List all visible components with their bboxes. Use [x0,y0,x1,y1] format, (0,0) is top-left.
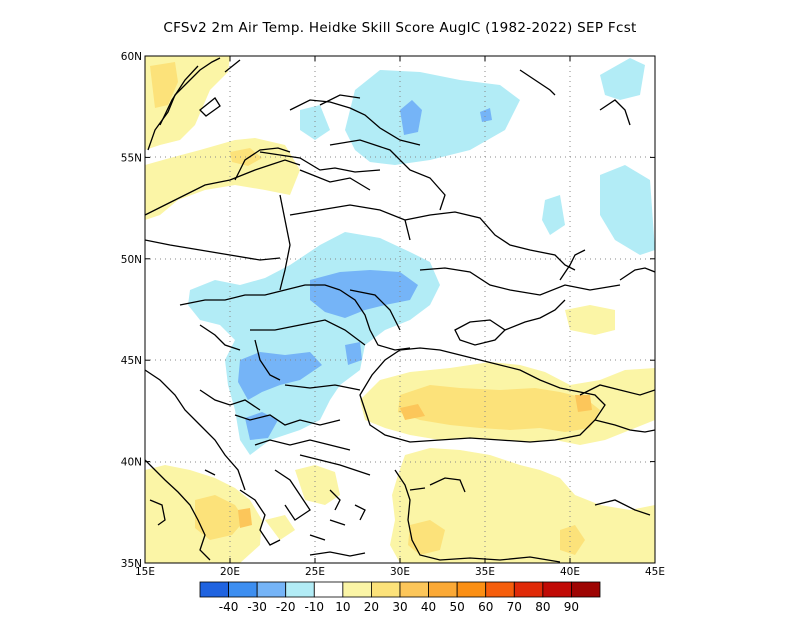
shade-turkey-yellow [390,448,655,563]
colorbar-swatch [256,581,287,598]
shade-crimea-yellow [565,305,615,335]
colorbar-swatch [371,581,401,598]
lat-tick-label: 35N [121,558,142,570]
lon-tick-label: 35E [475,566,495,578]
colorbar-tick-label: 80 [535,600,550,614]
colorbar-swatch [513,581,544,598]
shade-central-blue2 [238,352,322,400]
colorbar-tick-label: -40 [219,600,239,614]
lon-tick-label: 25E [305,566,325,578]
colorbar-swatch [542,581,572,598]
lat-axis-labels: 35N 40N 45N 50N 55N 60N [121,51,142,570]
colorbar-tick-label: 70 [507,600,522,614]
coastlines-borders [145,57,655,563]
colorbar-tick-label: 30 [392,600,407,614]
lat-tick-label: 40N [121,457,142,469]
shade-italy-orange [195,495,245,540]
shade-east-cyan2 [542,195,565,235]
shade-north-blue2 [480,108,492,122]
lon-tick-label: 40E [560,566,580,578]
colorbar-swatch [428,581,458,598]
shade-aegean-yellow [295,465,340,505]
shade-scandinavia-orange [150,62,178,108]
colorbar-swatch [571,581,601,598]
map-panel [145,56,655,563]
lat-tick-label: 60N [121,51,142,63]
colorbar-swatch [342,581,372,598]
shade-greece-yellow [265,515,295,540]
colorbar-swatch [399,581,429,598]
gridlines [145,56,655,563]
colorbar-tick-label: 60 [478,600,493,614]
map-title: CFSv2 2m Air Temp. Heidke Skill Score Au… [163,20,637,36]
lon-tick-label: 15E [135,566,155,578]
colorbar-tick-label: 50 [450,600,465,614]
colorbar-swatch [228,581,258,598]
lon-axis-labels: 15E 20E 25E 30E 35E 40E 45E [135,566,665,578]
shade-turkey-orange2 [560,525,585,555]
shade-turkey-orange [408,520,445,555]
colorbar-swatch [285,581,315,598]
shade-blacksea-orange [398,385,600,432]
colorbar-tick-label: 20 [364,600,379,614]
colorbar-swatch [313,581,344,598]
colorbar-swatch [199,581,229,598]
colorbar-tick-label: 10 [335,600,350,614]
colorbar-tick-label: 90 [564,600,579,614]
shade-central-blue [310,270,418,318]
shade-east-cyan [600,165,655,255]
shade-italy-orange2 [238,508,252,528]
shade-north-cyan [345,70,520,165]
shade-nw-cyan [300,105,330,140]
colorbar-tick-label: -10 [304,600,324,614]
colorbar-tick-label: 40 [421,600,436,614]
lon-tick-label: 45E [645,566,665,578]
skill-shading [145,56,655,563]
shade-ne-cyan [600,58,645,100]
shade-north-blue [400,100,422,135]
lat-tick-label: 55N [121,152,142,164]
lon-tick-label: 20E [220,566,240,578]
colorbar-swatch [485,581,515,598]
shade-blacksea-orange2 [400,404,425,420]
lat-tick-label: 50N [121,254,142,266]
colorbar-swatch [456,581,487,598]
colorbar-tick-label: -30 [247,600,267,614]
colorbar-labels: -40 -30 -20 -10 10 20 30 40 50 60 70 80 90 [219,600,579,614]
lat-tick-label: 45N [121,355,142,367]
colorbar-tick-label: -20 [276,600,296,614]
colorbar [199,581,601,598]
lon-tick-label: 30E [390,566,410,578]
shade-blacksea-orange3 [575,395,592,412]
shade-baltic-yellow [145,138,300,220]
shade-central-blue4 [345,342,362,365]
tick-marks [144,55,656,564]
